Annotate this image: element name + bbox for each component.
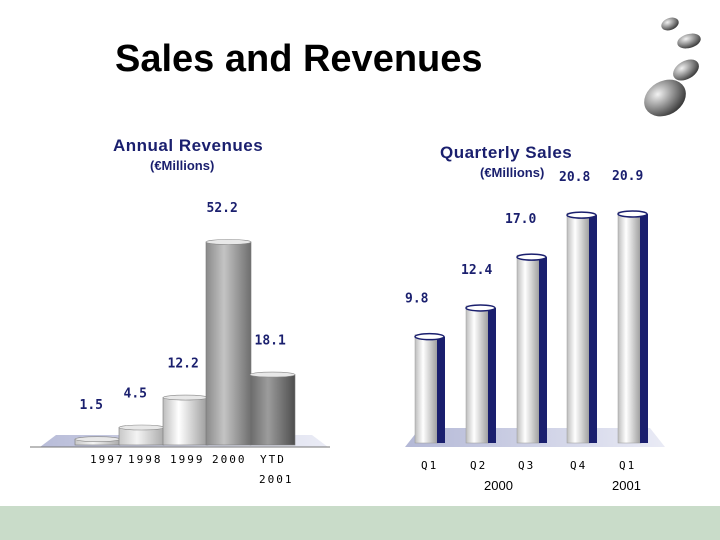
annual-value-label: 18.1 xyxy=(255,334,286,349)
quarterly-bar-4 xyxy=(566,211,597,444)
annual-bar-1997 xyxy=(74,436,121,446)
quarterly-value-label: 9.8 xyxy=(405,292,429,307)
annual-x-sublabel: 2001 xyxy=(259,473,294,486)
quarterly-bar-5 xyxy=(617,210,648,444)
quarterly-bar-1 xyxy=(414,332,445,444)
annual-bar-1998 xyxy=(118,424,165,446)
annual-x-tick: 1997 xyxy=(90,453,125,466)
annual-bars xyxy=(74,239,296,446)
quarterly-value-label: 17.0 xyxy=(505,212,536,227)
quarterly-x-tick: Q3 xyxy=(518,459,535,472)
annual-x-tick: 1998 xyxy=(128,453,163,466)
annual-x-ticks: 1997 1998 1999 2000 YTD 2001 xyxy=(90,453,294,486)
quarterly-value-labels: 9.8 12.4 17.0 20.8 20.9 xyxy=(405,169,643,307)
annual-x-tick: 1999 xyxy=(170,453,205,466)
quarterly-bar-3 xyxy=(516,253,547,444)
annual-x-tick: YTD xyxy=(260,453,286,466)
pebbles-decoration-icon xyxy=(644,17,701,117)
quarterly-value-label: 20.9 xyxy=(612,169,643,184)
annual-value-label: 12.2 xyxy=(168,357,199,372)
quarterly-x-ticks: Q1 Q2 Q3 Q4 Q1 2000 2001 xyxy=(421,459,641,493)
annual-value-label: 4.5 xyxy=(124,387,147,402)
quarterly-x-tick: Q4 xyxy=(570,459,587,472)
slide-title: Sales and Revenues xyxy=(115,38,483,80)
quarterly-x-tick: Q1 xyxy=(619,459,636,472)
quarterly-value-label: 20.8 xyxy=(559,170,590,185)
quarterly-year-label: 2001 xyxy=(612,478,641,493)
quarterly-value-label: 12.4 xyxy=(461,263,492,278)
quarterly-year-label: 2000 xyxy=(484,478,513,493)
annual-value-labels: 1.5 4.5 12.2 52.2 18.1 xyxy=(80,201,286,413)
annual-chart-title: Annual Revenues xyxy=(113,136,264,155)
annual-bar-2000 xyxy=(205,239,252,446)
annual-bar-ytd xyxy=(249,371,296,446)
quarterly-bars xyxy=(414,210,648,444)
annual-x-tick: 2000 xyxy=(212,453,247,466)
quarterly-x-tick: Q2 xyxy=(470,459,487,472)
quarterly-bar-2 xyxy=(465,304,496,444)
annual-chart-subtitle: (€Millions) xyxy=(150,158,215,173)
annual-bar-1999 xyxy=(162,394,209,446)
annual-value-label: 52.2 xyxy=(207,201,238,216)
quarterly-chart-subtitle: (€Millions) xyxy=(480,165,545,180)
annual-value-label: 1.5 xyxy=(80,398,103,413)
quarterly-x-tick: Q1 xyxy=(421,459,438,472)
footer-band xyxy=(0,506,720,540)
quarterly-chart-title: Quarterly Sales xyxy=(440,143,573,162)
